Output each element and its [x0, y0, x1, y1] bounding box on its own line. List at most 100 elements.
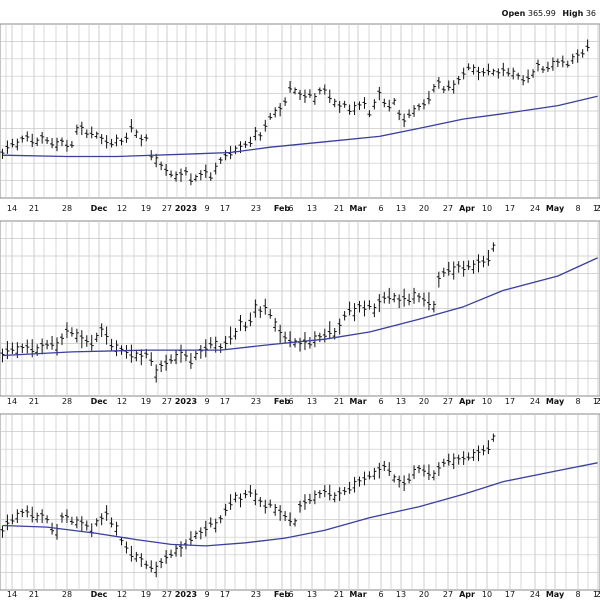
ohlc-bar: [74, 124, 79, 135]
ohlc-bar: [536, 59, 541, 72]
ohlc-bar: [327, 484, 332, 501]
ohlc-bar: [560, 55, 565, 68]
ohlc-bar: [456, 261, 461, 273]
ohlc-bar: [258, 306, 263, 318]
ohlc-bar: [402, 113, 407, 128]
ohlc-bar: [203, 164, 208, 178]
x-tick-label: 23: [251, 397, 261, 406]
ohlc-bar: [0, 525, 5, 538]
ohlc-bar: [372, 467, 377, 480]
x-tick-label: Apr: [459, 204, 475, 213]
ohlc-bar: [263, 499, 268, 514]
x-tick-label: 8: [575, 397, 580, 406]
x-tick-label: 13: [396, 204, 406, 213]
x-tick-label: 24: [530, 204, 540, 213]
ohlc-bar: [481, 445, 486, 456]
ohlc-bar: [426, 464, 431, 481]
ohlc-bar: [10, 342, 15, 355]
ohlc-bar: [436, 76, 441, 89]
x-tick-label: 21: [334, 397, 344, 406]
ohlc-bar: [188, 173, 193, 186]
ohlc-bar: [20, 343, 25, 353]
ohlc-bar: [159, 161, 164, 171]
ohlc-bar: [109, 338, 114, 351]
ohlc-bar: [144, 134, 149, 142]
ohlc-bar: [114, 521, 119, 536]
ohlc-bar: [193, 350, 198, 361]
ohlc-bar: [278, 505, 283, 521]
ohlc-bar: [392, 292, 397, 303]
ohlc-bar: [79, 516, 84, 532]
ohlc-bar: [382, 460, 387, 471]
ohlc-bar: [174, 544, 179, 557]
x-tick-label: 17: [220, 204, 230, 213]
ohlc-bar: [198, 170, 203, 181]
ohlc-bar: [99, 134, 104, 145]
ohlc-bar: [407, 109, 412, 118]
ohlc-bar: [114, 134, 119, 147]
ohlc-bar: [104, 326, 109, 345]
x-tick-label: 21: [334, 590, 344, 599]
ohlc-bar: [55, 137, 60, 152]
ohlc-bar: [50, 522, 55, 535]
ohlc-bar: [154, 364, 159, 383]
ohlc-bar: [15, 509, 20, 524]
ohlc-bar: [20, 508, 25, 518]
ohlc-bar: [387, 99, 392, 112]
ohlc-bar: [218, 515, 223, 524]
ohlc-bar: [352, 101, 357, 116]
x-tick-label: May: [546, 397, 565, 406]
x-tick-label: 28: [62, 397, 72, 406]
ohlc-bar: [228, 326, 233, 345]
ohlc-bar: [392, 474, 397, 483]
ohlc-bar: [431, 300, 436, 313]
x-tick-label: 2: [595, 590, 600, 599]
ohlc-bar: [501, 62, 506, 77]
ohlc-bar: [69, 516, 74, 525]
ohlc-bar: [5, 514, 10, 531]
open-value: 365.99: [527, 9, 556, 18]
ohlc-bar: [436, 462, 441, 476]
ohlc-bar: [139, 553, 144, 567]
ohlc-bar: [79, 121, 84, 136]
ohlc-bar: [243, 321, 248, 332]
x-tick-label: 27: [162, 397, 172, 406]
ohlc-bar: [223, 503, 228, 516]
x-tick-label: 20: [419, 590, 429, 599]
ohlc-bar: [25, 505, 30, 518]
ohlc-bar: [332, 98, 337, 108]
ohlc-bar: [446, 261, 451, 276]
ohlc-bar: [461, 260, 466, 277]
ohlc-bar: [347, 301, 352, 316]
ohlc-bar: [193, 174, 198, 182]
ohlc-bar: [476, 445, 481, 462]
x-tick-label: 6: [378, 590, 383, 599]
x-tick-label: 20: [419, 397, 429, 406]
x-tick-label: 13: [307, 204, 317, 213]
x-tick-label: 21: [29, 204, 39, 213]
ohlc-bar: [293, 87, 298, 95]
ohlc-bar: [238, 493, 243, 508]
ohlc-bar: [412, 287, 417, 304]
ohlc-bar: [481, 255, 486, 268]
ohlc-bar: [352, 303, 357, 322]
ohlc-bar: [99, 513, 104, 526]
x-tick-label: 6: [378, 397, 383, 406]
x-tick-label: 17: [505, 397, 515, 406]
ohlc-bar: [45, 515, 50, 524]
ohlc-bar: [139, 349, 144, 366]
ohlc-bar: [30, 506, 35, 523]
x-tick-label: 24: [530, 397, 540, 406]
x-tick-label: Dec: [91, 204, 108, 213]
ohlc-bar: [25, 131, 30, 142]
ohlc-bar: [94, 332, 99, 343]
ohlc-bar: [45, 136, 50, 144]
ohlc-bar: [283, 331, 288, 344]
ohlc-bar: [223, 335, 228, 350]
x-tick-label: 23: [251, 204, 261, 213]
ohlc-bar: [15, 138, 20, 151]
x-tick-label: May: [546, 590, 565, 599]
x-tick-label: May: [546, 204, 565, 213]
ohlc-bar: [531, 69, 536, 78]
